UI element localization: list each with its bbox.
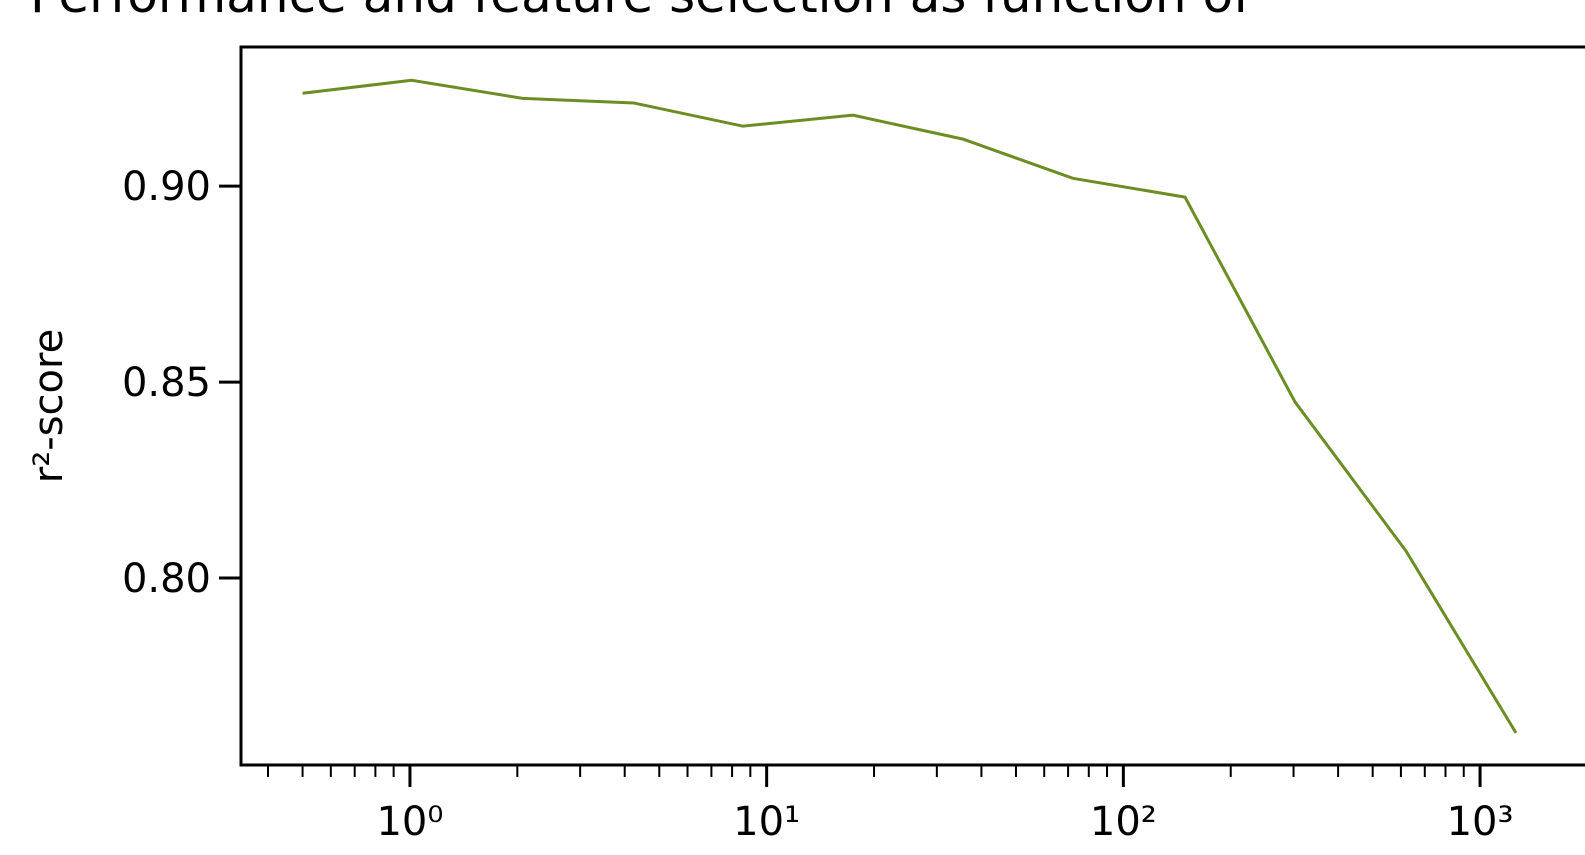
y-axis-label: r²-score bbox=[26, 329, 72, 483]
y-tick-label: 0.90 bbox=[122, 164, 211, 210]
x-tick-label: 10² bbox=[1090, 799, 1157, 845]
x-tick-label: 10¹ bbox=[733, 799, 800, 845]
chart-title: Performance and feature selection as fun… bbox=[30, 0, 1252, 24]
x-tick-label: 10⁰ bbox=[376, 799, 443, 845]
plot-frame bbox=[239, 45, 1585, 767]
line-series bbox=[302, 78, 1518, 734]
y-tick-label: 0.85 bbox=[122, 360, 211, 406]
x-tick-label: 10³ bbox=[1447, 799, 1514, 845]
y-tick-label: 0.80 bbox=[122, 556, 211, 602]
